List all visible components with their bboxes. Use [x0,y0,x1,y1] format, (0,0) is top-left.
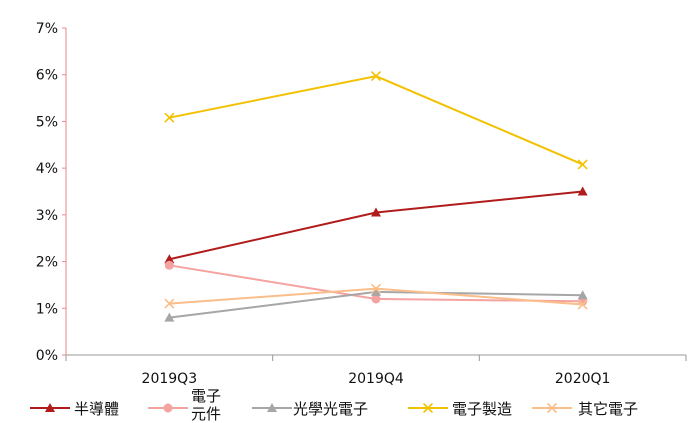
legend-item: 半導體 [30,400,119,418]
legend-label: 電子 [191,387,221,405]
legend-item: 光學光電子 [252,400,368,418]
legend-label: 其它電子 [578,400,638,418]
legend-marker [163,403,173,413]
legend-label: 半導體 [74,400,119,418]
series-2 [164,286,588,322]
x-tick-label: 2020Q1 [555,371,611,387]
data-point [577,159,588,170]
data-point [371,207,381,217]
data-point [164,260,174,270]
data-point [164,254,175,264]
x-tick-label: 2019Q4 [348,371,404,387]
series-0 [164,186,588,264]
y-tick-label: 0% [36,348,58,364]
y-tick-label: 1% [36,301,58,317]
data-point [577,290,588,300]
data-point [371,286,381,296]
y-tick-label: 2% [36,255,58,271]
x-tick-label: 2019Q3 [142,371,198,387]
series-line [169,75,584,166]
data-point [370,71,382,82]
legend-item: 電子製造 [408,400,512,418]
y-axis-ticks: 0% 1% 2% 3% 4% 5% 6% 7% [36,21,58,364]
y-tick-label: 6% [36,68,58,84]
series-line [169,190,583,261]
data-point [164,298,175,309]
axes [62,27,687,361]
data-point [371,294,381,304]
data-point [370,283,382,294]
legend-item: 其它電子 [532,400,638,418]
legend-label: 光學光電子 [293,400,368,418]
legend-marker [45,403,55,412]
data-point [577,186,588,196]
legend-label: 電子製造 [452,400,512,418]
legend-marker [267,403,277,412]
y-tick-label: 4% [36,161,58,177]
legend-marker [546,402,558,414]
data-point [577,299,588,310]
series-4 [164,283,588,310]
y-tick-label: 3% [36,208,58,224]
y-tick-label: 5% [36,114,58,130]
series-3 [164,71,588,170]
legend-label: 元件 [191,405,221,423]
series-layer [164,71,588,322]
legend-marker [422,402,434,414]
data-point [164,312,175,322]
data-point [164,112,175,123]
y-tick-label: 7% [36,21,58,37]
x-axis-ticks: 2019Q3 2019Q4 2020Q1 [142,371,611,387]
